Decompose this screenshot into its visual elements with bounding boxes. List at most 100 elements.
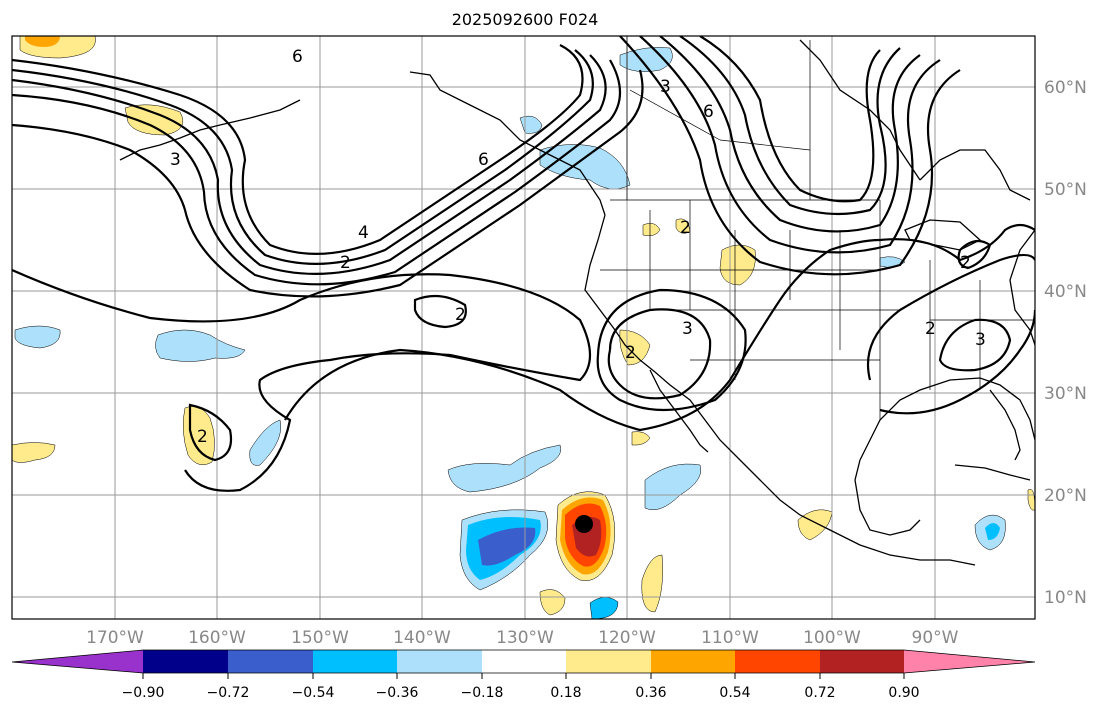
shade-region-hawaii-2: [249, 419, 282, 466]
west-coast-us: [584, 214, 976, 566]
map-title: 2025092600 F024: [451, 10, 599, 29]
colorbar-bin-8: [735, 650, 820, 673]
contour-12: [679, 36, 901, 216]
colorbar-ticks: [142, 673, 905, 679]
contour-label-3: 3: [170, 150, 181, 170]
contour-19: [938, 318, 1012, 372]
colorbar-bin-3: [313, 650, 397, 673]
shade-region-mx-small: [631, 431, 651, 446]
colorbar-bin-7: [651, 650, 735, 673]
contour-label-8: 2: [625, 343, 636, 363]
shade-region-carib-core: [985, 523, 1000, 540]
shade-region-sw-1: [447, 444, 562, 493]
shade-region-sw-2: [644, 463, 702, 511]
lon-label-140w: 140°W: [393, 628, 451, 648]
shade-region-far-west: [12, 442, 56, 463]
shade-region-aleutian: [124, 104, 184, 136]
colorbar-tick-label-4: −0.36: [376, 685, 419, 701]
canada-north: [799, 39, 921, 181]
contour-label-1: 6: [292, 47, 303, 67]
lat-label-60: 60°N: [1044, 78, 1087, 98]
colorbar: −0.90 −0.72 −0.54 −0.36 −0.18 0.18 0.36 …: [11, 649, 1036, 701]
lon-label-120w: 120°W: [598, 628, 656, 648]
political-borders: [600, 36, 1035, 420]
contour-label-13: 6: [703, 102, 714, 122]
alaska-peninsula: [119, 99, 301, 161]
coastlines: [119, 39, 1035, 566]
contour-4: [12, 59, 621, 286]
contour-20: [188, 403, 233, 462]
lon-label-160w: 160°W: [188, 628, 246, 648]
colorbar-bin-2: [228, 650, 313, 673]
contour-label-10: 3: [975, 330, 986, 350]
colorbar-bin-9: [820, 650, 904, 673]
storm-center-dot: [575, 515, 593, 533]
lon-label-100w: 100°W: [803, 628, 861, 648]
contour-6: [12, 268, 591, 492]
contour-18: [879, 309, 1035, 415]
cuba: [954, 464, 1031, 481]
shade-region-south-3: [641, 554, 663, 613]
contour-2: [12, 49, 594, 265]
colorbar-tick-label-9: 0.72: [804, 685, 835, 701]
colorbar-tick-label-3: −0.54: [292, 685, 335, 701]
colorbar-bin-1: [143, 650, 228, 673]
colorbar-tick-label-10: 0.90: [888, 685, 919, 701]
contour-label-11: 2: [925, 319, 936, 339]
contour-label-4: 6: [478, 150, 489, 170]
colorbar-bin-5: [482, 650, 566, 673]
hudson: [919, 149, 1031, 201]
contour-3: [12, 54, 607, 275]
contour-1: [12, 44, 584, 255]
shade-region-neg-core: [478, 527, 536, 566]
contour-8: [413, 294, 467, 329]
shade-region-west-1: [14, 325, 61, 349]
lat-label-10: 10°N: [1044, 588, 1087, 608]
lon-label-150w: 150°W: [291, 628, 349, 648]
contour-5: [12, 69, 644, 298]
lon-label-170w: 170°W: [86, 628, 144, 648]
colorbar-tick-label-5: −0.18: [461, 685, 504, 701]
contour-label-15: 2: [960, 253, 971, 273]
contour-label-6: 2: [340, 253, 351, 273]
lat-label-40: 40°N: [1044, 282, 1087, 302]
latitude-labels: 60°N 50°N 40°N 30°N 20°N 10°N: [1044, 78, 1087, 608]
lat-label-50: 50°N: [1044, 180, 1087, 200]
contour-17: [866, 253, 1035, 381]
contour-16: [879, 223, 1035, 262]
lat-label-30: 30°N: [1044, 384, 1087, 404]
map-content: 6 3 3 6 4 2 2 2 3 3 2 2 6 2 2: [12, 36, 1035, 619]
colorbar-tick-label-2: −0.72: [207, 685, 250, 701]
mexico-gulf: [854, 459, 921, 536]
geopotential-contours: [12, 36, 1035, 492]
shade-region-south-2: [589, 597, 619, 619]
contour-11: [699, 36, 881, 203]
contour-label-9: 3: [682, 319, 693, 339]
colorbar-bin-6: [566, 650, 651, 673]
lon-label-130w: 130°W: [496, 628, 554, 648]
shade-region-nw-core: [25, 36, 60, 47]
contour-label-14: 2: [680, 218, 691, 238]
baja: [649, 369, 709, 453]
contour-15: [619, 36, 961, 276]
shade-region-south-1: [539, 589, 566, 616]
longitude-labels: 170°W 160°W 150°W 140°W 130°W 120°W 110°…: [86, 628, 959, 648]
colorbar-under-arrow: [12, 650, 143, 673]
shade-region-west-2: [155, 329, 246, 362]
lon-label-110w: 110°W: [701, 628, 759, 648]
colorbar-tick-label-7: 0.36: [635, 685, 666, 701]
colorbar-over-arrow: [904, 650, 1035, 673]
colorbar-tick-label-1: −0.90: [122, 685, 165, 701]
contour-13: [659, 36, 921, 233]
contour-21: [957, 239, 992, 270]
contour-10: [596, 288, 747, 412]
contour-14: [639, 36, 941, 254]
lat-label-20: 20°N: [1044, 486, 1087, 506]
alaska-coast: [409, 71, 606, 216]
contour-label-7: 2: [455, 305, 466, 325]
florida: [989, 389, 1021, 461]
contour-label-5: 4: [358, 223, 369, 243]
contour-label-12: 2: [197, 427, 208, 447]
contour-9: [607, 308, 712, 400]
